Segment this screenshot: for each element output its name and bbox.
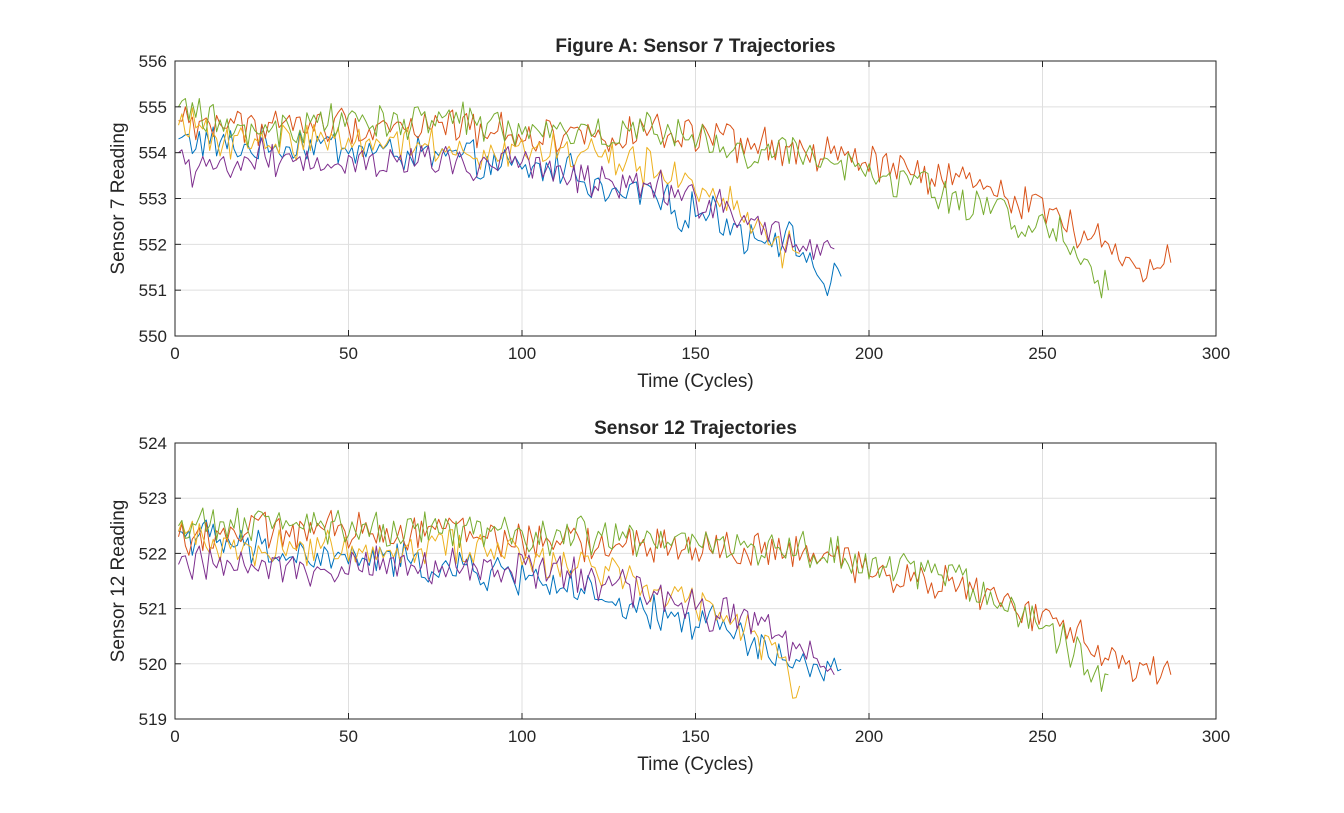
y-tick-label: 523 bbox=[139, 489, 167, 508]
series-line-4 bbox=[178, 137, 835, 260]
chart-panel-1: 0 50 100 150 200 250 300 550 551 552 553 554 555 556 F… bbox=[108, 36, 1230, 392]
y-axis-label: Sensor 7 Reading bbox=[108, 122, 129, 274]
chart-title: Figure A: Sensor 7 Trajectories bbox=[555, 36, 835, 57]
y-tick-label: 552 bbox=[139, 235, 167, 254]
y-tick-label: 524 bbox=[139, 434, 167, 453]
x-tick-label: 100 bbox=[508, 344, 536, 363]
y-axis-label: Sensor 12 Reading bbox=[108, 500, 129, 663]
x-axis-label: Time (Cycles) bbox=[637, 371, 753, 392]
series-line-3 bbox=[178, 520, 801, 699]
x-tick-label: 200 bbox=[855, 344, 883, 363]
series-line-3 bbox=[178, 107, 800, 269]
x-tick-label: 300 bbox=[1202, 344, 1230, 363]
chart-panel-2: 0 50 100 150 200 250 300 519 520 521 522 523 524 Sens… bbox=[108, 418, 1230, 775]
x-tick-label: 150 bbox=[681, 344, 709, 363]
y-tick-label: 521 bbox=[139, 600, 167, 619]
y-tick-label: 556 bbox=[139, 52, 167, 71]
series-line-1 bbox=[178, 519, 842, 682]
chart-title: Sensor 12 Trajectories bbox=[594, 418, 797, 439]
x-tick-label: 50 bbox=[339, 727, 358, 746]
x-axis-label: Time (Cycles) bbox=[637, 754, 753, 775]
x-tick-label: 0 bbox=[170, 727, 179, 746]
y-tick-label: 555 bbox=[139, 98, 167, 117]
series-line-5 bbox=[178, 507, 1109, 692]
y-tick-label: 554 bbox=[139, 144, 167, 163]
x-tick-label: 100 bbox=[508, 727, 536, 746]
x-tick-label: 200 bbox=[855, 727, 883, 746]
x-tick-label: 250 bbox=[1028, 727, 1056, 746]
y-tick-label: 522 bbox=[139, 544, 167, 563]
y-tick-label: 520 bbox=[139, 655, 167, 674]
series-line-1 bbox=[178, 124, 842, 297]
x-tick-label: 300 bbox=[1202, 727, 1230, 746]
series-line-5 bbox=[178, 98, 1109, 299]
x-tick-label: 0 bbox=[170, 344, 179, 363]
y-tick-label: 550 bbox=[139, 327, 167, 346]
y-tick-label: 551 bbox=[139, 281, 167, 300]
x-tick-label: 150 bbox=[681, 727, 709, 746]
series-line-4 bbox=[178, 545, 835, 676]
y-tick-label: 553 bbox=[139, 190, 167, 209]
x-tick-label: 50 bbox=[339, 344, 358, 363]
y-tick-label: 519 bbox=[139, 710, 167, 729]
x-tick-label: 250 bbox=[1028, 344, 1056, 363]
